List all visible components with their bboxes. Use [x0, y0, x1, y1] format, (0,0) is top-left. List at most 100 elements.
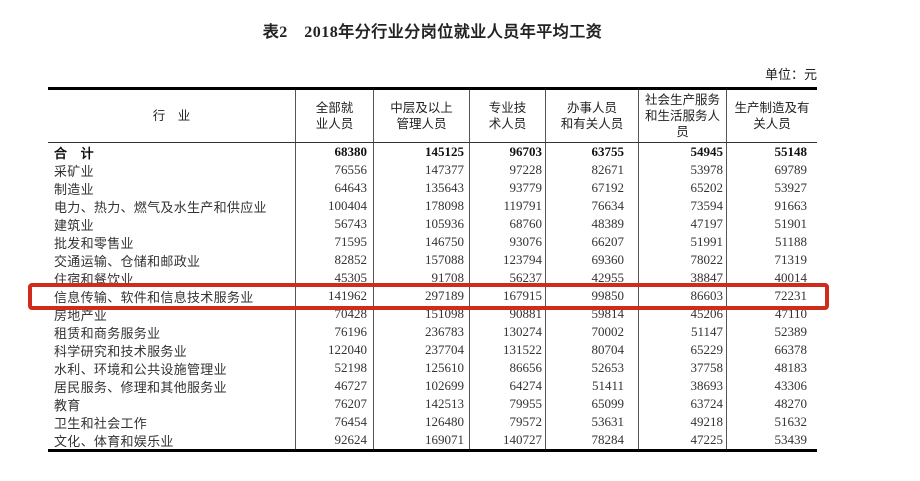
wage-value: 91663 [726, 197, 817, 215]
column-header: 中层及以上 管理人员 [373, 90, 469, 142]
wage-value: 56743 [295, 215, 373, 233]
wage-value: 48389 [545, 215, 638, 233]
wage-value: 71595 [295, 233, 373, 251]
wage-value: 169071 [373, 431, 469, 449]
wage-value: 69360 [545, 251, 638, 269]
wage-value: 67192 [545, 179, 638, 197]
wage-value: 97228 [469, 161, 545, 179]
column-header: 办事人员 和有关人员 [545, 90, 638, 142]
wage-value: 53439 [726, 431, 817, 449]
wage-value: 53927 [726, 179, 817, 197]
wage-value: 52198 [295, 359, 373, 377]
table-row: 房地产业 70428 151098 90881 59814 45206 47110 [48, 305, 817, 323]
wage-value: 76196 [295, 323, 373, 341]
column-header: 社会生产服务 和生活服务人员 [638, 90, 726, 142]
industry-label: 制造业 [54, 181, 94, 197]
wage-value: 55148 [726, 143, 817, 161]
wage-value: 43306 [726, 377, 817, 395]
table-row: 建筑业 56743 105936 68760 48389 47197 51901 [48, 215, 817, 233]
wage-value: 65202 [638, 179, 726, 197]
wage-value: 82671 [545, 161, 638, 179]
wage-value: 131522 [469, 341, 545, 359]
wage-value: 45305 [295, 269, 373, 287]
wage-value: 178098 [373, 197, 469, 215]
wage-value: 76207 [295, 395, 373, 413]
wage-value: 70428 [295, 305, 373, 323]
wage-value: 70002 [545, 323, 638, 341]
table-row: 合 计 68380 145125 96703 63755 54945 55148 [48, 143, 817, 161]
wage-value: 93076 [469, 233, 545, 251]
industry-label: 住宿和餐饮业 [54, 271, 134, 287]
wage-value: 42955 [545, 269, 638, 287]
wage-value: 51411 [545, 377, 638, 395]
wage-value: 52653 [545, 359, 638, 377]
column-header: 行 业 [152, 109, 191, 123]
wage-value: 146750 [373, 233, 469, 251]
wage-value: 100404 [295, 197, 373, 215]
wage-value: 59814 [545, 305, 638, 323]
wage-value: 47110 [726, 305, 817, 323]
table-row: 居民服务、修理和其他服务业 46727 102699 64274 51411 38693 4… [48, 377, 817, 395]
industry-label: 租赁和商务服务业 [54, 325, 161, 341]
table-row: 制造业 64643 135643 93779 67192 65202 53927 [48, 179, 817, 197]
wage-value: 80704 [545, 341, 638, 359]
wage-value: 38847 [638, 269, 726, 287]
wage-value: 66207 [545, 233, 638, 251]
wage-value: 297189 [373, 287, 469, 305]
wage-value: 53978 [638, 161, 726, 179]
table-header-row: 行 业 全部就 业人员 中层及以上 管理人员 专业技 术人员 办事人员 和有关人员 社会生产服务和… [48, 90, 817, 143]
industry-label: 建筑业 [54, 217, 94, 233]
industry-label: 交通运输、仓储和邮政业 [54, 253, 201, 269]
wage-value: 49218 [638, 413, 726, 431]
industry-label: 水利、环境和公共设施管理业 [54, 361, 227, 377]
table-row: 科学研究和技术服务业 122040 237704 131522 80704 65229 66… [48, 341, 817, 359]
industry-label: 居民服务、修理和其他服务业 [54, 379, 227, 395]
industry-label: 信息传输、软件和信息技术服务业 [54, 289, 254, 305]
table-row: 卫生和社会工作 76454 126480 79572 53631 49218 51632 [48, 413, 817, 431]
table-row: 教育 76207 142513 79955 65099 63724 48270 [48, 395, 817, 413]
wage-value: 78284 [545, 431, 638, 449]
wage-value: 79572 [469, 413, 545, 431]
wage-value: 69789 [726, 161, 817, 179]
wage-value: 130274 [469, 323, 545, 341]
wage-value: 78022 [638, 251, 726, 269]
wage-value: 72231 [726, 287, 817, 305]
industry-label: 合 计 [54, 145, 94, 161]
column-header: 全部就 业人员 [295, 90, 373, 142]
wage-value: 167915 [469, 287, 545, 305]
wage-value: 96703 [469, 143, 545, 161]
wage-value: 63755 [545, 143, 638, 161]
wage-value: 76454 [295, 413, 373, 431]
wage-value: 142513 [373, 395, 469, 413]
industry-label: 卫生和社会工作 [54, 415, 148, 431]
industry-label: 教育 [54, 397, 81, 413]
wage-value: 90881 [469, 305, 545, 323]
wage-value: 45206 [638, 305, 726, 323]
wage-value: 119791 [469, 197, 545, 215]
wage-value: 92624 [295, 431, 373, 449]
wage-value: 91708 [373, 269, 469, 287]
wage-value: 51188 [726, 233, 817, 251]
wage-value: 82852 [295, 251, 373, 269]
wage-value: 122040 [295, 341, 373, 359]
wage-value: 151098 [373, 305, 469, 323]
table-row: 文化、体育和娱乐业 92624 169071 140727 78284 47225 5343… [48, 431, 817, 449]
table-row: 租赁和商务服务业 76196 236783 130274 70002 51147 52389 [48, 323, 817, 341]
table-row: 批发和零售业 71595 146750 93076 66207 51991 51188 [48, 233, 817, 251]
wage-value: 93779 [469, 179, 545, 197]
table-row: 住宿和餐饮业 45305 91708 56237 42955 38847 40014 [48, 269, 817, 287]
industry-label: 批发和零售业 [54, 235, 134, 251]
wage-value: 54945 [638, 143, 726, 161]
wage-value: 47225 [638, 431, 726, 449]
wage-value: 66378 [726, 341, 817, 359]
wage-value: 37758 [638, 359, 726, 377]
wage-value: 65229 [638, 341, 726, 359]
column-header: 专业技 术人员 [469, 90, 545, 142]
wage-value: 52389 [726, 323, 817, 341]
table-body: 合 计 68380 145125 96703 63755 54945 55148 采矿业 765… [48, 143, 817, 449]
wage-value: 147377 [373, 161, 469, 179]
wage-value: 79955 [469, 395, 545, 413]
wage-value: 63724 [638, 395, 726, 413]
wage-value: 48183 [726, 359, 817, 377]
wage-value: 135643 [373, 179, 469, 197]
